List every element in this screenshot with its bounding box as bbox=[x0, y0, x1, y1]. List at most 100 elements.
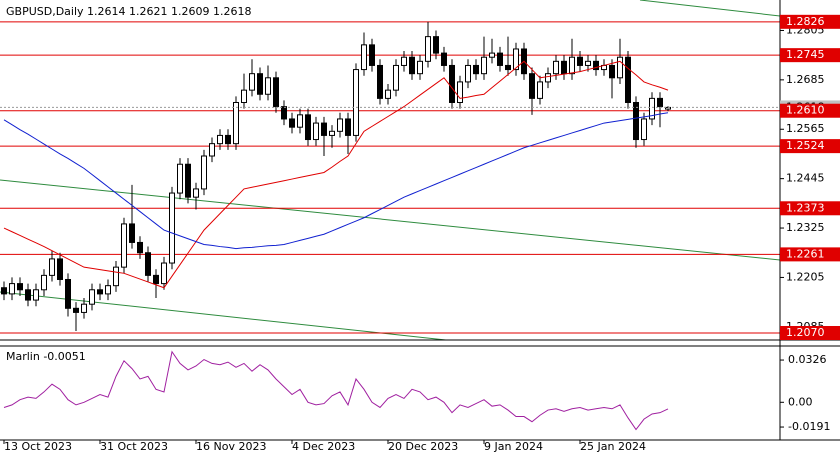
candle-body bbox=[585, 60, 591, 66]
candle-body bbox=[89, 289, 95, 305]
y-tick-label: -0.0191 bbox=[788, 420, 830, 433]
candle-body bbox=[201, 155, 207, 190]
candle-body bbox=[25, 289, 31, 301]
candle-body bbox=[393, 64, 399, 91]
level-tag bbox=[780, 14, 840, 29]
candle-body bbox=[169, 192, 175, 264]
candle-body bbox=[177, 163, 183, 194]
candle-body bbox=[49, 258, 55, 276]
axes bbox=[0, 0, 840, 441]
candle-body bbox=[241, 89, 247, 103]
candle-body bbox=[577, 56, 583, 66]
candle-body bbox=[289, 118, 295, 128]
level-tag-label: 1.2826 bbox=[786, 15, 825, 28]
candle-body bbox=[161, 262, 167, 285]
level-tag-label: 1.2373 bbox=[786, 201, 825, 214]
candle-body bbox=[401, 56, 407, 66]
candle-body bbox=[9, 283, 15, 295]
candle-body bbox=[33, 289, 39, 301]
candle-body bbox=[473, 64, 479, 75]
candle-body bbox=[657, 97, 663, 108]
candle-body bbox=[225, 134, 231, 145]
candle-body bbox=[481, 56, 487, 75]
x-tick-label: 4 Dec 2023 bbox=[292, 440, 355, 453]
candle-body bbox=[649, 97, 655, 120]
candle-body bbox=[545, 73, 551, 83]
candle-body bbox=[569, 56, 575, 75]
chart-header: GBPUSD,Daily 1.2614 1.2621 1.2609 1.2618 bbox=[6, 5, 251, 18]
candle-body bbox=[65, 278, 71, 309]
indicator-line bbox=[3, 350, 669, 431]
level-tag bbox=[780, 103, 840, 118]
candle-body bbox=[497, 52, 503, 66]
candle-body bbox=[41, 274, 47, 291]
candle-body bbox=[633, 101, 639, 141]
candle-body bbox=[321, 122, 327, 136]
y-tick-label: 1.2565 bbox=[786, 122, 825, 135]
x-tick-label: 16 Nov 2023 bbox=[196, 440, 266, 453]
level-tag bbox=[780, 326, 840, 341]
candle-body bbox=[457, 81, 463, 103]
level-tag bbox=[780, 201, 840, 216]
candle-body bbox=[97, 289, 103, 295]
candle-body bbox=[105, 285, 111, 295]
x-tick-label: 20 Dec 2023 bbox=[388, 440, 458, 453]
x-tick-label: 25 Jan 2024 bbox=[580, 440, 646, 453]
level-tag-label: 1.2610 bbox=[786, 104, 825, 117]
candle-body bbox=[441, 52, 447, 66]
candle-body bbox=[137, 241, 143, 254]
y-tick-label: 1.2325 bbox=[786, 221, 825, 234]
candle-body bbox=[193, 188, 199, 198]
candle-body bbox=[145, 252, 151, 276]
candle-body bbox=[417, 60, 423, 75]
x-tick-label: 13 Oct 2023 bbox=[4, 440, 72, 453]
candle-body bbox=[305, 114, 311, 141]
price-plot bbox=[0, 21, 780, 334]
candle-body bbox=[73, 307, 79, 313]
candle-body bbox=[617, 56, 623, 79]
candle-body bbox=[153, 274, 159, 285]
level-tag-label: 1.2070 bbox=[786, 326, 825, 339]
trend-line bbox=[0, 291, 451, 340]
x-tick-label: 31 Oct 2023 bbox=[100, 440, 168, 453]
candle-body bbox=[561, 60, 567, 75]
candle-body bbox=[385, 89, 391, 99]
trend-line bbox=[639, 0, 780, 17]
candle-body bbox=[265, 77, 271, 95]
candle-body bbox=[337, 118, 343, 132]
candle-body bbox=[425, 36, 431, 62]
candle-body bbox=[1, 287, 7, 295]
candle-body bbox=[121, 223, 127, 268]
candle-body bbox=[609, 64, 615, 79]
candle-body bbox=[329, 130, 335, 136]
level-tag bbox=[780, 139, 840, 154]
candle-body bbox=[233, 101, 239, 145]
candle-body bbox=[465, 64, 471, 83]
level-tag bbox=[780, 48, 840, 63]
candle-body bbox=[81, 303, 87, 313]
candle-body bbox=[257, 73, 263, 95]
level-tag bbox=[780, 247, 840, 262]
candle-body bbox=[249, 73, 255, 91]
x-tick-label: 9 Jan 2024 bbox=[484, 440, 543, 453]
indicator-line bbox=[3, 60, 669, 289]
y-tick-label: 1.2445 bbox=[786, 172, 825, 185]
candle-body bbox=[433, 36, 439, 54]
candle-body bbox=[553, 60, 559, 75]
y-tick-label: 1.2685 bbox=[786, 73, 825, 86]
candle-body bbox=[185, 163, 191, 198]
candle-body bbox=[281, 106, 287, 120]
trend-lines bbox=[0, 0, 780, 340]
candle-body bbox=[505, 64, 511, 71]
candle-body bbox=[529, 73, 535, 99]
candle-body bbox=[409, 56, 415, 75]
candle-body bbox=[537, 81, 543, 99]
trend-line bbox=[0, 179, 780, 261]
candle-body bbox=[513, 48, 519, 71]
candle-body bbox=[57, 258, 63, 280]
candle-body bbox=[593, 60, 599, 71]
y-tick-label: 0.0326 bbox=[788, 353, 827, 366]
indicator-title: Marlin -0.0051 bbox=[6, 350, 86, 363]
candle-body bbox=[641, 118, 647, 141]
candle-body bbox=[273, 77, 279, 108]
